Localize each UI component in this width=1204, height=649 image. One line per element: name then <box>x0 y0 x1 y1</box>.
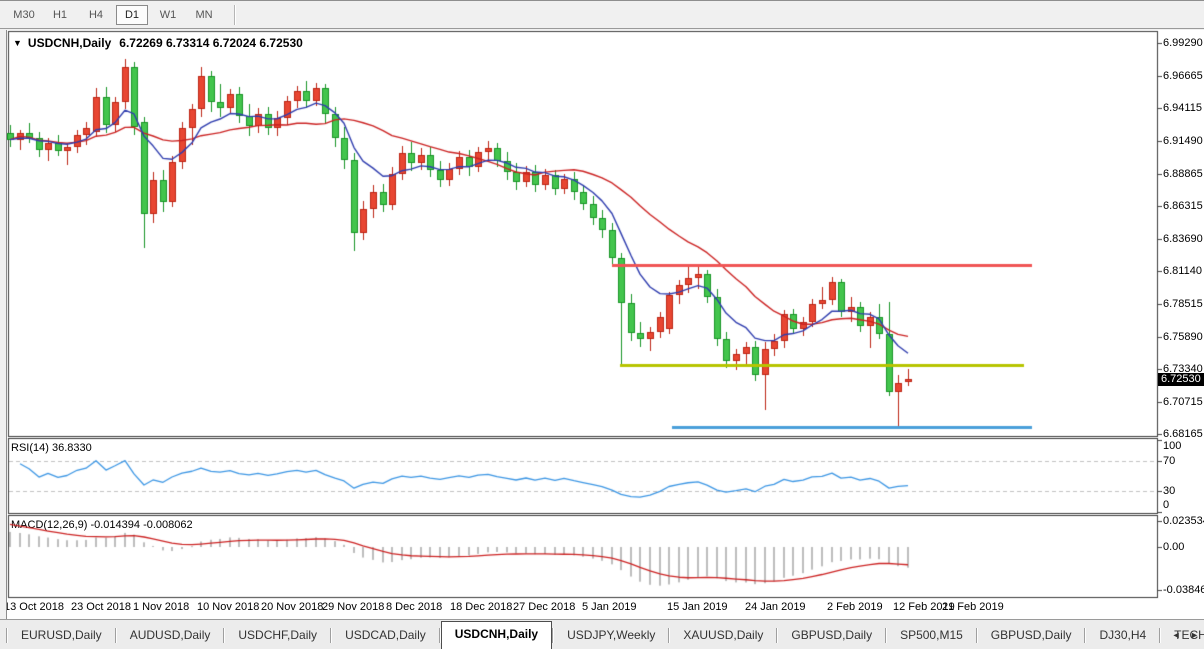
rsi-axis-label: 0 <box>1163 499 1170 511</box>
tab-separator <box>885 628 888 643</box>
tab-separator <box>1159 628 1162 643</box>
price-axis-label: 6.91490 <box>1163 134 1203 147</box>
date-axis-label: 1 Nov 2018 <box>133 601 190 613</box>
price-axis-label: 6.83690 <box>1163 232 1203 245</box>
current-price-tag: 6.72530 <box>1158 373 1204 387</box>
tab-separator <box>552 628 555 643</box>
chart-tab-GBPUSD-Daily[interactable]: GBPUSD,Daily <box>791 628 873 642</box>
toolbar-separator <box>234 4 236 25</box>
date-axis-label: 20 Nov 2018 <box>261 601 324 613</box>
date-axis-label: 5 Jan 2019 <box>582 601 637 613</box>
macd-axis-label: 0.023534 <box>1163 515 1204 527</box>
timeframe-button-W1[interactable]: W1 <box>159 8 177 21</box>
chart-tab-GBPUSD-Daily[interactable]: GBPUSD,Daily <box>990 628 1072 642</box>
tab-separator <box>438 628 441 643</box>
tab-separator <box>223 628 226 643</box>
price-axis-label: 6.94115 <box>1163 102 1202 114</box>
chart-tab-USDJPY-Weekly[interactable]: USDJPY,Weekly <box>567 628 656 642</box>
timeframe-button-MN[interactable]: MN <box>195 8 213 21</box>
date-axis-label: 18 Dec 2018 <box>450 601 513 613</box>
date-axis-label: 2 Feb 2019 <box>827 601 883 613</box>
tab-scroll-arrows: ◄ ► <box>1165 630 1199 640</box>
macd-axis-label: 0.00 <box>1163 541 1185 553</box>
price-axis-label: 6.86315 <box>1163 200 1203 212</box>
price-chart-canvas[interactable] <box>0 30 1162 619</box>
chart-tab-USDCNH-Daily[interactable]: USDCNH,Daily <box>440 621 553 649</box>
chart-tab-USDCHF-Daily[interactable]: USDCHF,Daily <box>238 628 318 642</box>
date-axis-label: 23 Oct 2018 <box>71 601 131 613</box>
date-axis-label: 12 Feb 2019 <box>893 601 955 613</box>
date-axis-label: 8 Dec 2018 <box>386 601 443 613</box>
date-axis-label: 21 Feb 2019 <box>942 601 1004 613</box>
rsi-axis-label: 30 <box>1163 484 1176 497</box>
chart-window: ▼USDCNH,Daily6.72269 6.73314 6.72024 6.7… <box>0 30 1204 619</box>
tab-separator <box>114 628 117 643</box>
price-axis-label: 6.75890 <box>1163 330 1203 343</box>
tab-scroll-right-button[interactable]: ► <box>1190 630 1199 640</box>
tab-scroll-left-button[interactable]: ◄ <box>1171 630 1181 640</box>
tab-separator <box>975 628 978 643</box>
chart-tab-AUDUSD-Daily[interactable]: AUDUSD,Daily <box>129 628 211 642</box>
date-axis-label: 29 Nov 2018 <box>322 601 385 613</box>
timeframe-button-M30[interactable]: M30 <box>13 8 35 21</box>
chart-tab-XAUUSD-Daily[interactable]: XAUUSD,Daily <box>683 628 764 642</box>
chart-tab-EURUSD-Daily[interactable]: EURUSD,Daily <box>21 628 102 642</box>
price-axis-label: 6.81140 <box>1163 265 1202 278</box>
macd-axis-label: -0.038466 <box>1163 583 1204 596</box>
date-axis-label: 15 Jan 2019 <box>667 601 728 613</box>
tab-separator <box>6 628 8 643</box>
price-axis-label: 6.96665 <box>1163 69 1203 82</box>
date-axis-label: 27 Dec 2018 <box>513 601 576 613</box>
price-axis-label: 6.88865 <box>1163 167 1203 180</box>
price-axis-label: 6.70715 <box>1163 395 1203 408</box>
date-axis-label: 10 Nov 2018 <box>197 601 260 613</box>
window-left-edge <box>0 30 7 619</box>
tab-separator <box>668 628 671 643</box>
date-axis-label: 24 Jan 2019 <box>745 601 806 613</box>
price-axis-label: 6.73340 <box>1163 363 1203 375</box>
tab-separator <box>776 628 779 643</box>
price-axis-label: 6.99290 <box>1163 37 1203 49</box>
chart-tab-bar: EURUSD,Daily AUDUSD,Daily USDCHF,Daily USDC… <box>0 619 1204 649</box>
price-axis-label: 6.68165 <box>1163 428 1203 441</box>
timeframe-button-D1[interactable]: D1 <box>116 4 148 25</box>
rsi-axis-label: 70 <box>1163 454 1176 467</box>
rsi-axis-label: 100 <box>1163 440 1182 452</box>
tab-separator <box>1084 628 1087 643</box>
chart-tab-USDCAD-Daily[interactable]: USDCAD,Daily <box>345 628 426 642</box>
date-axis-label: 13 Oct 2018 <box>4 601 64 613</box>
price-axis-label: 6.78515 <box>1163 297 1203 310</box>
timeframe-toolbar: M30 H1 H4 D1 W1 MN <box>0 0 1204 29</box>
chart-tab-DJ30-H4[interactable]: DJ30,H4 <box>1099 628 1147 642</box>
chart-tab-SP500-M15[interactable]: SP500,M15 <box>900 628 963 642</box>
timeframe-button-H1[interactable]: H1 <box>52 8 68 21</box>
tab-separator <box>330 628 333 643</box>
timeframe-button-H4[interactable]: H4 <box>88 8 104 21</box>
chart-tab-TECH100[interactable]: TECH100, <box>1174 628 1204 642</box>
